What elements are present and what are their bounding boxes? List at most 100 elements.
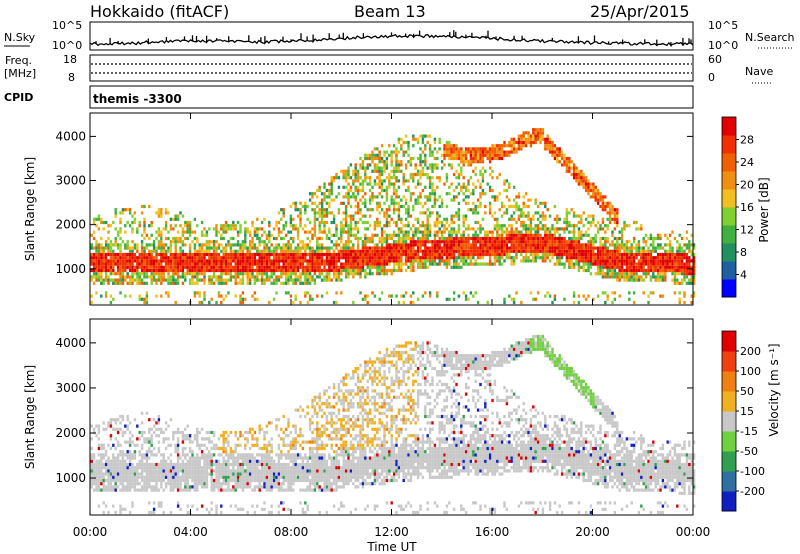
range-cell [196,252,199,257]
range-cell [604,265,607,269]
range-cell [287,275,290,279]
range-cell [121,475,125,479]
range-cell [659,265,662,269]
range-cell [678,265,681,269]
range-cell [200,272,204,276]
range-cell [107,456,110,460]
range-cell [368,262,372,266]
range-cell [97,249,101,253]
range-cell [304,278,307,282]
range-cell [191,278,194,282]
range-cell [515,150,518,154]
range-cell [208,227,211,231]
range-cell [527,131,530,135]
range-cell [292,217,295,221]
range-cell [479,246,482,250]
range-cell [512,211,516,215]
range-cell [380,188,384,193]
range-cell [395,176,398,180]
range-cell [412,192,415,196]
range-cell [500,144,504,148]
range-cell [124,256,127,260]
range-cell [608,262,612,266]
range-cell [90,275,93,279]
range-cell [630,256,633,260]
range-cell [464,185,468,189]
range-cell [124,268,127,273]
range-cell [532,131,535,135]
range-cell [582,268,585,273]
range-cell [412,208,415,212]
range-cell [505,188,509,193]
range-cell [604,275,607,279]
range-cell [325,249,329,253]
range-cell [275,275,278,279]
range-cell [361,182,365,186]
range-cell [313,214,317,218]
range-cell [282,224,285,228]
range-cell [102,265,105,269]
range-cell [392,246,396,250]
range-cell [332,243,336,247]
range-cell [263,230,266,234]
range-cell [140,265,144,269]
range-cell [318,185,321,189]
range-cell [673,281,677,285]
range-cell [688,256,691,260]
range-cell [251,294,254,298]
range-cell [239,300,242,305]
range-cell [116,459,120,463]
range-cell [107,243,110,247]
range-cell [143,262,146,266]
range-cell [474,291,477,295]
range-cell [522,256,525,260]
range-cell [462,240,465,244]
range-cell [90,424,93,428]
range-cell [532,252,535,257]
range-cell [265,275,269,279]
range-cell [292,252,295,257]
range-cell [160,246,163,250]
range-cell [692,265,696,269]
range-cell [563,163,566,167]
range-cell [184,272,187,276]
range-cell [364,246,367,250]
range-cell [210,240,213,244]
range-cell [294,227,297,231]
range-cell [618,275,621,279]
range-cell [407,185,410,189]
range-cell [97,259,101,263]
range-cell [572,291,576,295]
range-cell [282,227,285,231]
range-cell [184,230,187,234]
range-cell [287,291,290,295]
range-cell [128,208,132,212]
range-cell [536,240,540,244]
range-cell [412,252,415,257]
range-cell [349,249,353,253]
range-cell [164,243,168,247]
range-cell [457,249,461,253]
range-cell [460,246,463,250]
range-cell [244,297,247,301]
range-cell [275,262,278,266]
range-cell [143,297,146,301]
range-cell [131,482,134,486]
range-cell [616,246,619,250]
range-cell [479,195,482,199]
range-cell [354,252,357,257]
range-cell [656,246,660,250]
range-cell [316,217,319,221]
range-cell [546,240,549,244]
range-cell [397,137,401,141]
range-cell [126,478,129,483]
range-cell [467,240,470,244]
range-cell [546,236,549,241]
range-cell [318,208,321,212]
range-cell [515,230,518,234]
range-cell [392,185,396,189]
range-cell [332,265,336,269]
range-cell [133,256,137,260]
range-cell [383,249,386,253]
range-cell [577,262,581,266]
